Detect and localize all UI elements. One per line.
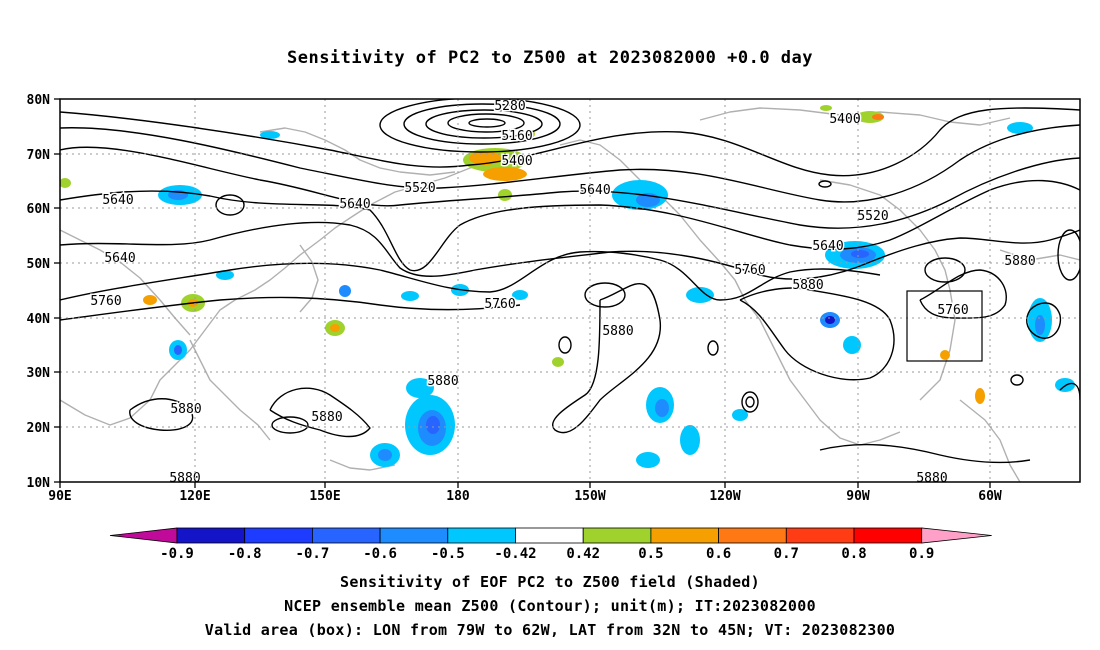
contour-label: 5880 — [311, 410, 342, 425]
contour-label: 5760 — [484, 297, 515, 312]
colorbar-label: 0.7 — [774, 546, 799, 562]
lon-tick-labels: 90E 120E 150E 180 150W 120W 90W 60W — [48, 489, 1002, 504]
colorbar-bin — [582, 527, 652, 544]
contour-label: 5280 — [494, 99, 525, 114]
lat-tick-label: 40N — [27, 312, 51, 327]
contour-label: 5880 — [792, 278, 823, 293]
colorbar-bin — [785, 527, 855, 544]
lat-tick-label: 70N — [27, 148, 51, 163]
figure-title: Sensitivity of PC2 to Z500 at 2023082000… — [286, 48, 813, 68]
colorbar-bin — [244, 527, 313, 544]
lon-tick-label: 120E — [179, 489, 210, 504]
colorbar-arrow-low — [109, 527, 178, 544]
caption-valid-area: Valid area (box): LON from 79W to 62W, L… — [204, 621, 896, 639]
colorbar-label: -0.6 — [363, 546, 397, 562]
contour-label: 5640 — [102, 193, 133, 208]
lat-tick-label: 80N — [27, 93, 51, 108]
colorbar: -0.9 -0.8 -0.7 -0.6 -0.5 -0.42 0.42 0.5 0.6 0.7 0.… — [109, 527, 992, 562]
contour-label: 5640 — [104, 251, 135, 266]
lon-tick-label: 150W — [574, 489, 605, 504]
colorbar-label: 0.5 — [638, 546, 663, 562]
caption-contour: NCEP ensemble mean Z500 (Contour); unit(… — [284, 597, 816, 615]
contour-label: 5880 — [169, 471, 200, 486]
contour-label: 5640 — [812, 239, 843, 254]
lat-tick-label: 20N — [27, 421, 51, 436]
contour-labels: 5280 5160 5400 5520 5640 5640 5640 5640 … — [89, 98, 1037, 488]
colorbar-label: 0.42 — [566, 546, 600, 562]
contour-label: 5160 — [501, 129, 532, 144]
contour-label: 5760 — [734, 263, 765, 278]
lat-tick-label: 10N — [27, 476, 51, 491]
axis-ticks — [54, 98, 991, 488]
contour-label: 5880 — [602, 324, 633, 339]
lat-tick-label: 60N — [27, 202, 51, 217]
contour-label: 5520 — [404, 181, 435, 196]
contour-label: 5640 — [339, 197, 370, 212]
colorbar-label: 0.6 — [706, 546, 731, 562]
graticule — [60, 99, 1080, 482]
lat-tick-label: 30N — [27, 366, 51, 381]
lon-tick-label: 90E — [48, 489, 71, 504]
lon-tick-label: 120W — [709, 489, 740, 504]
colorbar-label: -0.8 — [228, 546, 262, 562]
colorbar-label: 0.8 — [841, 546, 866, 562]
contour-label: 5400 — [829, 112, 860, 127]
contour-label: 5880 — [1004, 254, 1035, 269]
colorbar-label: -0.5 — [431, 546, 465, 562]
contour-label: 5880 — [427, 374, 458, 389]
colorbar-label: 0.9 — [909, 546, 934, 562]
colorbar-bin — [447, 527, 516, 544]
colorbar-bin — [176, 527, 246, 544]
colorbar-label: -0.9 — [160, 546, 194, 562]
colorbar-bin — [853, 527, 923, 544]
lat-tick-label: 50N — [27, 257, 51, 272]
colorbar-arrow-high — [921, 527, 992, 544]
contour-label: 5400 — [501, 154, 532, 169]
colorbar-bin — [718, 527, 787, 544]
contour-label: 5880 — [916, 471, 947, 486]
lon-tick-label: 90W — [846, 489, 870, 504]
contour-label: 5760 — [937, 303, 968, 318]
colorbar-label: -0.42 — [494, 546, 536, 562]
colorbar-bin — [515, 527, 584, 544]
contour-label: 5880 — [170, 402, 201, 417]
lon-tick-label: 180 — [446, 489, 470, 504]
contour-label: 5760 — [90, 294, 121, 309]
lon-tick-label: 60W — [978, 489, 1002, 504]
z500-contours — [60, 99, 1080, 464]
sensitivity-shading — [60, 105, 1075, 468]
contour-label: 5640 — [579, 183, 610, 198]
lat-tick-labels: 80N 70N 60N 50N 40N 30N 20N 10N — [27, 93, 51, 491]
colorbar-bin — [379, 527, 449, 544]
colorbar-label: -0.7 — [296, 546, 330, 562]
lon-tick-label: 150E — [309, 489, 340, 504]
colorbar-bin — [650, 527, 720, 544]
contour-label: 5520 — [857, 209, 888, 224]
caption-shading: Sensitivity of EOF PC2 to Z500 field (Sh… — [340, 573, 760, 591]
coastlines — [60, 107, 1080, 482]
valid-area-box — [906, 290, 983, 362]
map-frame — [59, 98, 1081, 483]
colorbar-bin — [311, 527, 381, 544]
